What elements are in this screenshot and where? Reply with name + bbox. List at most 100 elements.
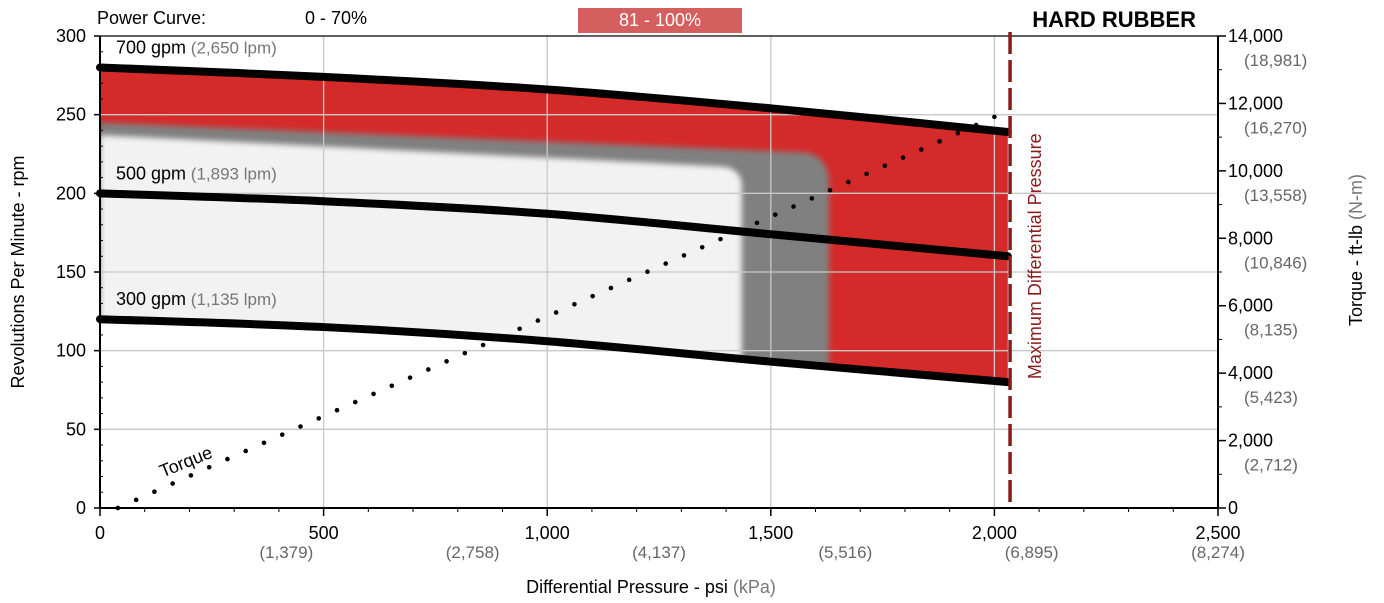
y-tick-label: 250 — [56, 105, 86, 125]
series-name: 700 gpm — [116, 37, 186, 57]
series-label: 500 gpm (1,893 lpm) — [116, 163, 277, 183]
torque-point — [426, 367, 431, 372]
y2-nm-label: (18,981) — [1244, 51, 1307, 70]
torque-point — [115, 505, 121, 511]
torque-point — [133, 497, 139, 503]
flow-curve-300-gpm — [96, 315, 1012, 387]
operating-zones — [100, 67, 1008, 508]
torque-point — [919, 147, 924, 152]
y2-nm-label: (16,270) — [1244, 118, 1307, 137]
power-curve-high-swatch — [578, 8, 742, 33]
torque-point — [809, 196, 815, 201]
torque-point — [846, 179, 851, 185]
x-kpa-label: (4,137) — [632, 543, 686, 562]
torque-point — [352, 399, 358, 405]
torque-point — [462, 350, 468, 356]
x-tick-label: 2,000 — [972, 523, 1017, 543]
torque-point — [754, 220, 760, 226]
torque-point — [772, 212, 778, 217]
y2-tick-label: 6,000 — [1228, 296, 1273, 316]
y2-axis-label-unit: (N-m) — [1346, 174, 1366, 220]
torque-point — [553, 310, 559, 315]
torque-point — [480, 342, 486, 348]
torque-point — [389, 383, 395, 389]
x-axis-label-unit: (kPa) — [733, 577, 776, 597]
torque-point — [188, 473, 194, 478]
chart-title: HARD RUBBER — [1032, 7, 1196, 32]
grid-lines — [100, 36, 1218, 508]
y2-tick-label: 0 — [1228, 498, 1238, 518]
x-kpa-label: (1,379) — [259, 543, 313, 562]
x-kpa-label: (8,274) — [1191, 543, 1245, 562]
torque-point — [261, 440, 267, 446]
flow-curves: 700 gpm (2,650 lpm) 500 gpm (1,893 lpm) 30… — [96, 37, 1012, 387]
power-curve-label: Power Curve: — [97, 8, 206, 28]
power-curve-low-range: 0 - 70% — [305, 8, 367, 28]
x-tick-label: 1,500 — [748, 523, 793, 543]
torque-point — [626, 277, 632, 283]
x-kpa-label: (5,516) — [818, 543, 872, 562]
y2-tick-label: 14,000 — [1228, 26, 1283, 46]
x-axis-ticks: 0 500 1,000 1,500 2,000 2,500 (1,379) (2,758) (4… — [95, 508, 1245, 562]
x-tick-label: 500 — [309, 523, 339, 543]
torque-point — [206, 464, 212, 470]
torque-point — [681, 253, 687, 258]
series-name: 300 gpm — [116, 289, 186, 309]
y2-nm-label: (10,846) — [1244, 253, 1307, 272]
series-sub: (1,135 lpm) — [186, 290, 277, 309]
torque-point — [407, 375, 413, 380]
torque-point — [298, 424, 303, 429]
torque-point — [170, 481, 175, 486]
series-name: 500 gpm — [116, 163, 186, 183]
torque-point — [499, 334, 504, 340]
x-kpa-label: (6,895) — [1005, 543, 1059, 562]
torque-point — [937, 139, 942, 144]
y2-tick-label: 4,000 — [1228, 363, 1273, 383]
power-curve-high-range: 81 - 100% — [619, 10, 701, 30]
y2-nm-label: (5,423) — [1244, 388, 1298, 407]
torque-point — [900, 155, 906, 160]
torque-point — [608, 285, 614, 291]
series-label: 700 gpm (2,650 lpm) — [116, 37, 277, 57]
y-axis-label: Revolutions Per Minute - rpm — [8, 155, 28, 388]
y-tick-label: 300 — [56, 26, 86, 46]
series-sub: (2,650 lpm) — [186, 38, 277, 57]
torque-point — [572, 302, 577, 307]
torque-point — [645, 269, 650, 275]
series-label: 300 gpm (1,135 lpm) — [116, 289, 277, 309]
torque-point — [279, 432, 285, 437]
y-tick-label: 200 — [56, 183, 86, 203]
y-tick-label: 100 — [56, 341, 86, 361]
y-tick-label: 0 — [76, 498, 86, 518]
max-pressure-line: Maximum Differential Pressure — [1008, 32, 1045, 508]
torque-point — [316, 416, 322, 421]
y2-tick-label: 12,000 — [1228, 93, 1283, 113]
torque-point — [152, 489, 157, 494]
y2-tick-label: 2,000 — [1228, 431, 1273, 451]
x-kpa-label: (2,758) — [446, 543, 500, 562]
x-tick-label: 1,000 — [525, 523, 570, 543]
torque-point — [535, 318, 541, 323]
torque-point — [973, 122, 979, 128]
y-axis-ticks: 0 50 100 150 200 250 300 — [56, 26, 103, 518]
y2-tick-label: 8,000 — [1228, 228, 1273, 248]
torque-point — [827, 187, 833, 193]
x-axis-label-main: Differential Pressure - psi — [526, 577, 728, 597]
torque-point — [992, 114, 997, 120]
y2-nm-label: (2,712) — [1244, 456, 1298, 475]
y2-nm-label: (13,558) — [1244, 186, 1307, 205]
torque-point — [517, 326, 522, 332]
torque-point — [955, 130, 961, 136]
torque-point — [718, 236, 723, 242]
torque-point — [590, 293, 595, 299]
y2-nm-label: (8,135) — [1244, 321, 1298, 340]
y2-axis-label: Torque - ft-lb (N-m) — [1346, 174, 1366, 326]
max-pressure-label: Maximum Differential Pressure — [1025, 133, 1045, 379]
x-tick-label: 0 — [95, 523, 105, 543]
torque-point — [225, 456, 230, 462]
flow-curve-700-gpm — [96, 63, 1012, 136]
x-axis-label: Differential Pressure - psi (kPa) — [526, 577, 776, 597]
torque-point — [699, 244, 705, 250]
torque-point — [736, 228, 742, 234]
